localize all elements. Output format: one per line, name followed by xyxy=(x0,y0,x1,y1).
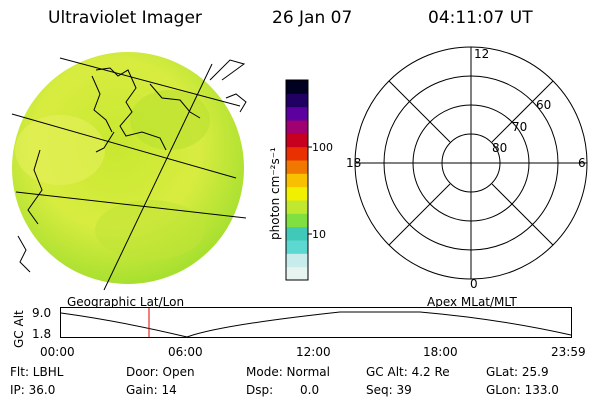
info-seq: Seq: 39 xyxy=(366,383,412,397)
info-ip: IP: 36.0 xyxy=(10,383,56,397)
altitude-curve xyxy=(60,311,572,338)
colorbar-segment xyxy=(286,200,308,214)
polar-ring-label-60: 60 xyxy=(536,98,552,112)
info-mode: Mode: Normal xyxy=(246,365,330,379)
apex-label: Apex MLat/MLT xyxy=(427,295,517,309)
polar-plot xyxy=(354,46,588,280)
geo-grid xyxy=(11,57,247,291)
colorbar-segment xyxy=(286,186,308,201)
colorbar-segment xyxy=(286,226,308,241)
colorbar-segments xyxy=(286,80,308,281)
polar-diagonal xyxy=(388,183,451,246)
polar-label-18: 18 xyxy=(346,156,362,170)
earth-image xyxy=(11,52,247,291)
info-door: Door: Open xyxy=(126,365,195,379)
info-glat: GLat: 25.9 xyxy=(486,365,549,379)
altitude-plot-frame xyxy=(60,307,572,338)
geographic-label: Geographic Lat/Lon xyxy=(67,295,185,309)
polar-label-0: 0 xyxy=(470,277,478,291)
colorbar-tick-100: 100 xyxy=(312,141,333,154)
colorbar-segment xyxy=(286,213,308,228)
colorbar-segment xyxy=(286,120,308,134)
altitude-xtick-0: 00:00 xyxy=(40,345,75,359)
colorbar-tick-10: 10 xyxy=(312,228,326,241)
altitude-plot xyxy=(60,307,572,338)
altitude-xtick-4: 23:59 xyxy=(551,345,586,359)
coastlines xyxy=(17,59,247,273)
info-dsp: Dsp: xyxy=(246,383,274,397)
altitude-ylabel: GC Alt xyxy=(12,310,26,348)
polar-diagonal xyxy=(388,80,451,143)
polar-diagonal xyxy=(491,183,554,246)
info-glon: GLon: 133.0 xyxy=(486,383,559,397)
colorbar-unit-label: photon cm⁻²s⁻¹ xyxy=(268,147,282,240)
colorbar-segment xyxy=(286,133,308,148)
colorbar-segment xyxy=(286,93,308,108)
colorbar-segment xyxy=(286,240,308,254)
time-label: 04:11:07 UT xyxy=(428,8,533,28)
app-title: Ultraviolet Imager xyxy=(48,8,202,28)
polar-ring-label-70: 70 xyxy=(512,120,528,134)
altitude-ytick-top: 9.0 xyxy=(32,306,52,320)
polar-ring-label-80: 80 xyxy=(492,141,508,155)
polar-label-6: 6 xyxy=(578,156,586,170)
colorbar-segment xyxy=(286,80,308,94)
info-dsp-value: 0.0 xyxy=(300,383,320,397)
info-gain: Gain: 14 xyxy=(126,383,177,397)
colorbar-segment xyxy=(286,146,308,161)
colorbar xyxy=(285,79,312,281)
colorbar-segment xyxy=(286,106,308,121)
info-flt: Flt: LBHL xyxy=(10,365,64,379)
date-label: 26 Jan 07 xyxy=(272,8,353,28)
colorbar-segment xyxy=(286,266,308,281)
altitude-xtick-3: 18:00 xyxy=(423,345,458,359)
colorbar-segment xyxy=(286,253,308,268)
altitude-xtick-1: 06:00 xyxy=(168,345,203,359)
altitude-xtick-2: 12:00 xyxy=(296,345,331,359)
altitude-ytick-bottom: 1.8 xyxy=(32,327,52,341)
polar-label-12: 12 xyxy=(474,47,490,61)
colorbar-segment xyxy=(286,173,308,188)
polar-diagonal xyxy=(491,80,554,143)
info-gcalt: GC Alt: 4.2 Re xyxy=(366,365,450,379)
colorbar-segment xyxy=(286,160,308,174)
